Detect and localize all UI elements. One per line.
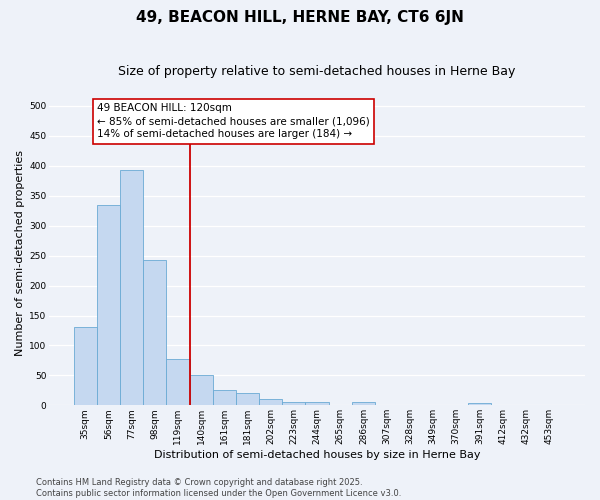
Bar [190, 375, 213, 406]
Bar [236, 394, 259, 406]
Bar [352, 402, 375, 406]
Bar [305, 402, 329, 406]
Bar [143, 260, 166, 406]
Text: 49, BEACON HILL, HERNE BAY, CT6 6JN: 49, BEACON HILL, HERNE BAY, CT6 6JN [136, 10, 464, 25]
Bar [213, 390, 236, 406]
Text: Contains HM Land Registry data © Crown copyright and database right 2025.
Contai: Contains HM Land Registry data © Crown c… [36, 478, 401, 498]
Bar [120, 170, 143, 406]
Bar [166, 358, 190, 406]
Bar [468, 403, 491, 406]
Bar [97, 205, 120, 406]
Bar [74, 328, 97, 406]
Bar [283, 402, 305, 406]
Title: Size of property relative to semi-detached houses in Herne Bay: Size of property relative to semi-detach… [118, 65, 516, 78]
Text: 49 BEACON HILL: 120sqm
← 85% of semi-detached houses are smaller (1,096)
14% of : 49 BEACON HILL: 120sqm ← 85% of semi-det… [97, 103, 370, 140]
Y-axis label: Number of semi-detached properties: Number of semi-detached properties [15, 150, 25, 356]
X-axis label: Distribution of semi-detached houses by size in Herne Bay: Distribution of semi-detached houses by … [154, 450, 481, 460]
Bar [259, 400, 283, 406]
